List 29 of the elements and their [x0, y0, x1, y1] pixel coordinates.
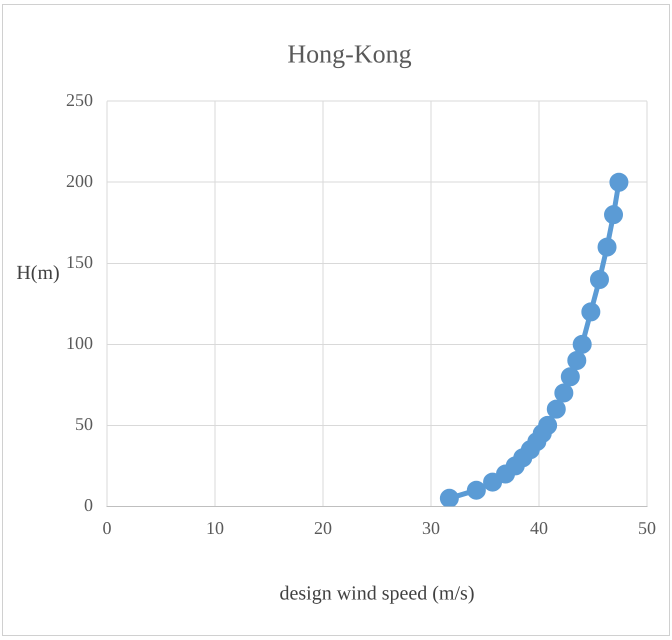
- point: [581, 302, 600, 322]
- x-tick-label: 50: [638, 518, 656, 538]
- point: [590, 270, 609, 289]
- x-tick-label: 10: [206, 518, 224, 538]
- point: [598, 238, 617, 257]
- point: [567, 351, 586, 370]
- point: [546, 400, 566, 419]
- point: [554, 383, 574, 402]
- y-tick-label: 100: [66, 333, 93, 354]
- y-tick-label: 0: [84, 495, 93, 516]
- y-tick-label: 250: [66, 90, 93, 110]
- y-tick-label: 150: [66, 252, 93, 272]
- y-axis-title: H(m): [16, 262, 60, 284]
- y-tick-label: 200: [66, 170, 93, 191]
- point: [483, 472, 502, 492]
- point: [609, 172, 628, 192]
- point: [604, 205, 624, 224]
- point: [440, 488, 459, 506]
- point: [466, 480, 486, 500]
- x-axis-title: design wind speed (m/s): [280, 582, 474, 604]
- x-tick-label: 30: [422, 518, 440, 538]
- x-tick-label: 40: [530, 518, 548, 538]
- point: [572, 334, 592, 354]
- x-tick-label: 20: [314, 518, 332, 538]
- point: [538, 416, 558, 435]
- x-tick-label: 0: [102, 518, 112, 538]
- point: [560, 367, 580, 386]
- chart-title: Hong-Kong: [287, 39, 412, 68]
- y-tick-label: 50: [75, 414, 93, 434]
